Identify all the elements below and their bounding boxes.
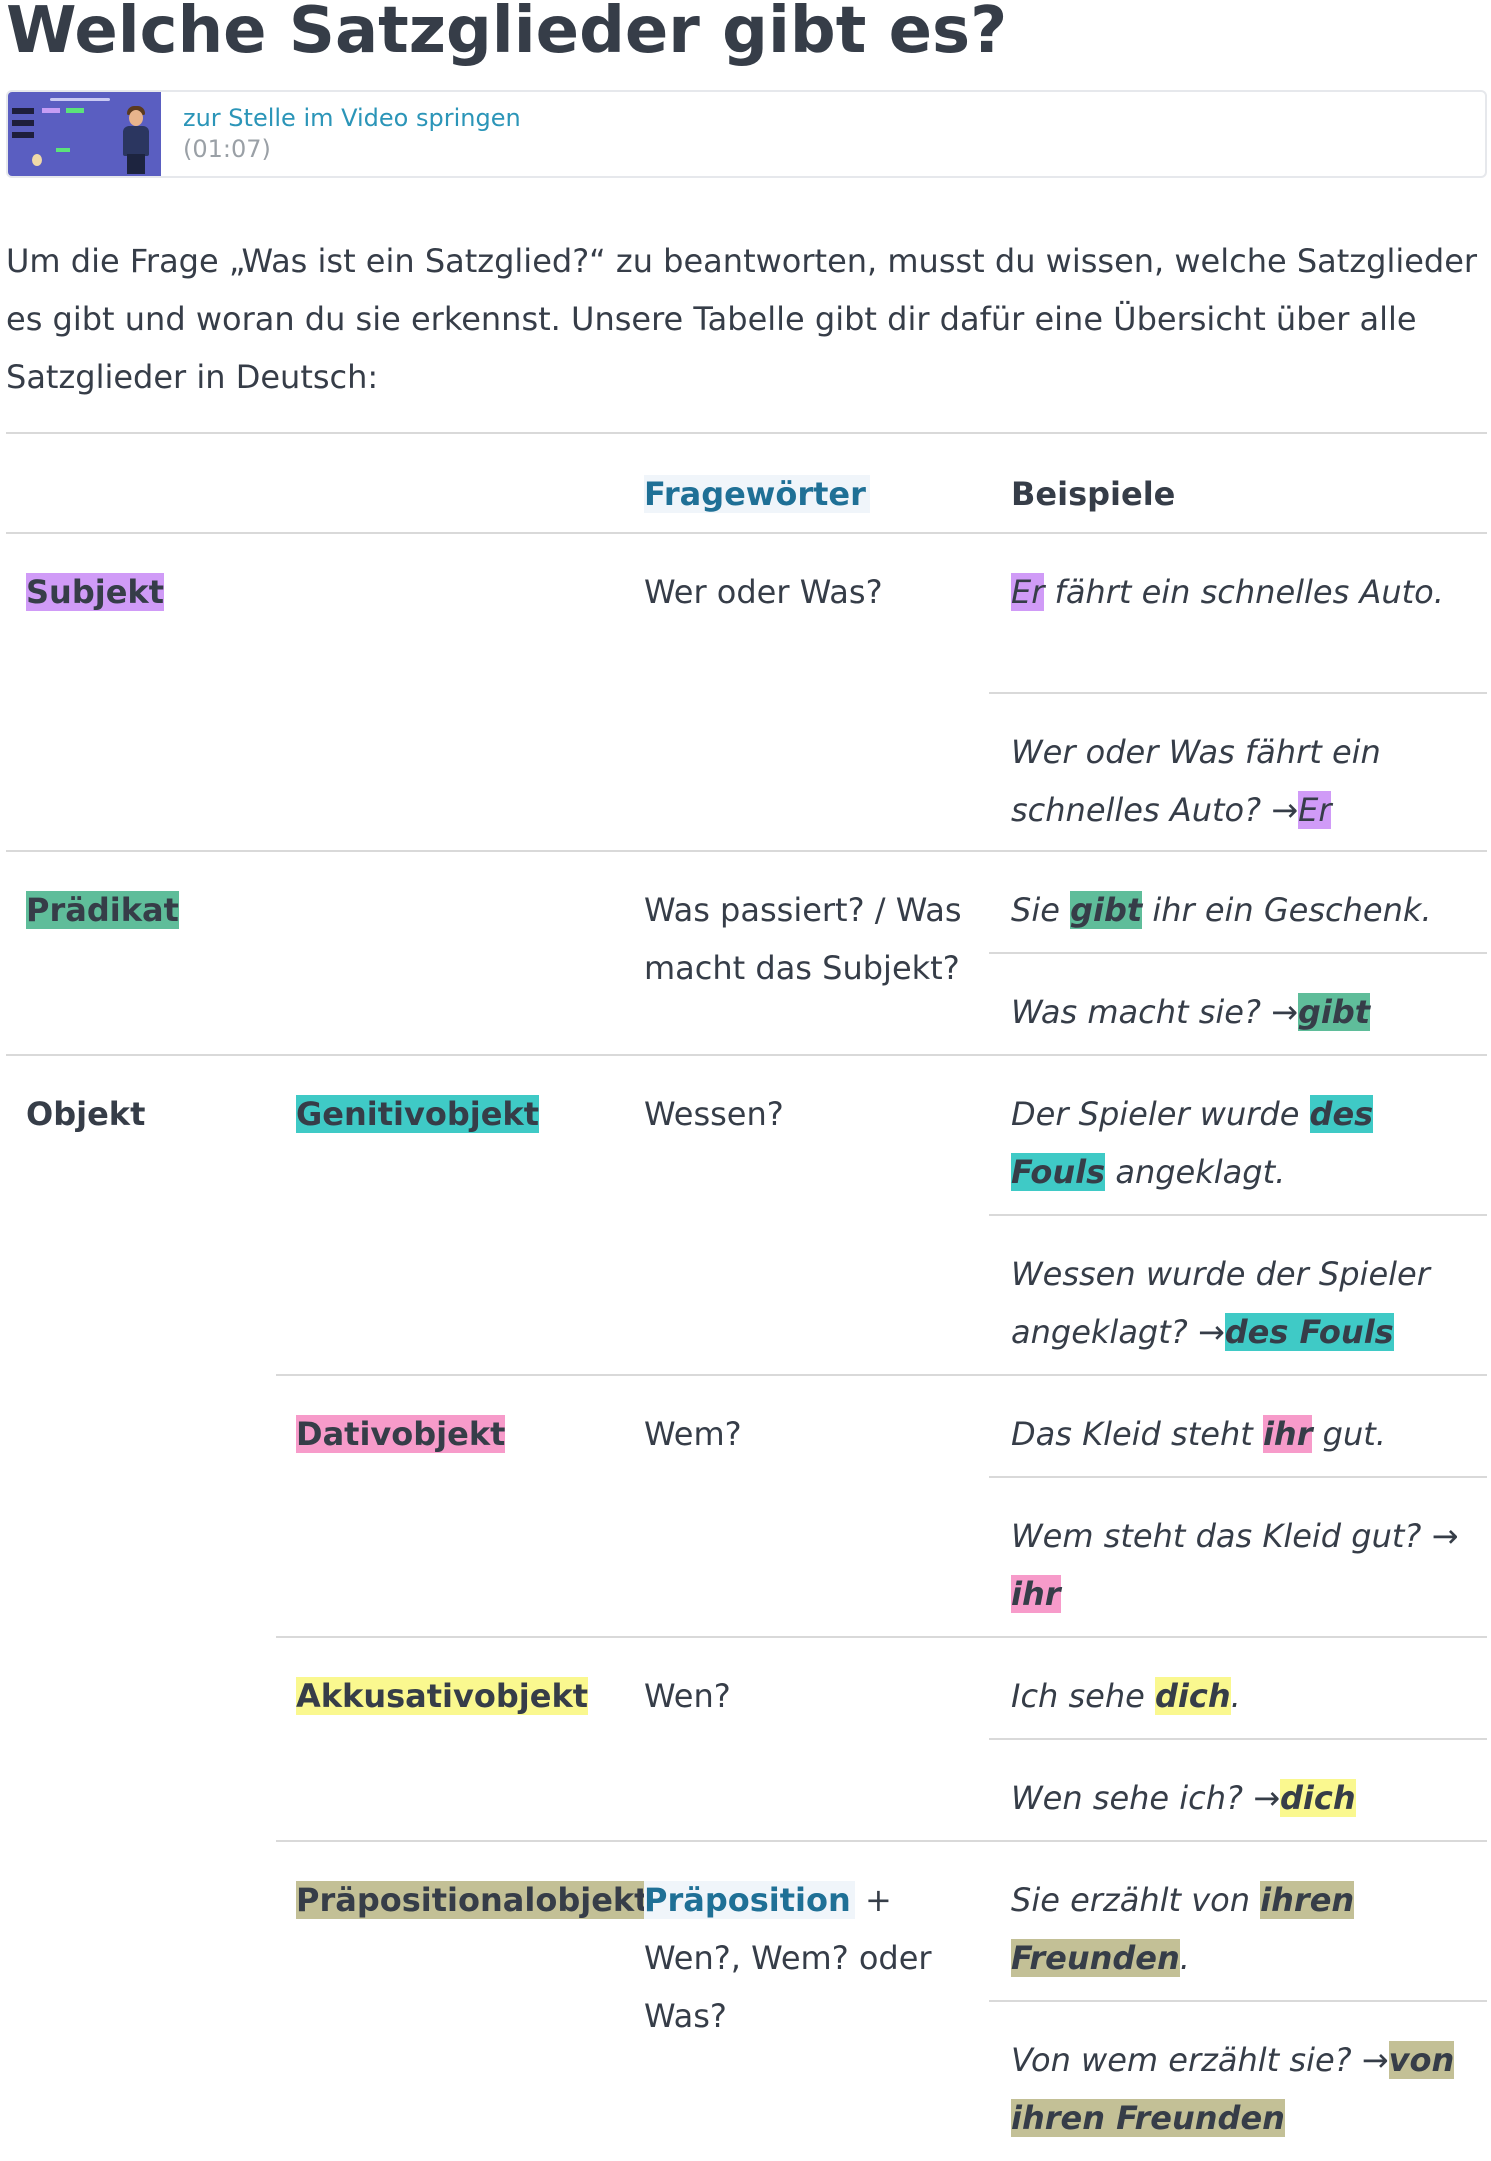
- example-text: Wer oder Was fährt ein schnelles Auto?: [1011, 733, 1381, 829]
- table-row: Objekt Genitivobjekt Wessen? Der Spieler…: [6, 1055, 1487, 1215]
- example-highlight: dich: [1154, 1677, 1231, 1715]
- page-heading: Welche Satzglieder gibt es?: [6, 0, 1008, 68]
- example-text: angeklagt.: [1105, 1153, 1286, 1191]
- example-text: Von wem erzählt sie?: [1011, 2041, 1362, 2079]
- header-empty: [6, 432, 622, 534]
- example-dativ-2: Wem steht das Kleid gut? → ihr: [989, 1476, 1487, 1637]
- header-fragewoerter: Fragewörter: [622, 432, 989, 534]
- example-text: .: [1230, 1677, 1241, 1715]
- example-text: ihr ein Geschenk.: [1142, 891, 1432, 929]
- table-row: Dativobjekt Wem? Das Kleid steht ihr gut…: [6, 1374, 1487, 1637]
- example-akkusativ-1: Ich sehe dich.: [989, 1636, 1487, 1739]
- subjekt-label: Subjekt: [26, 573, 164, 611]
- example-praeposition-2: Von wem erzählt sie? →von ihren Freunden: [989, 2000, 1487, 2161]
- example-text: Was macht sie?: [1011, 993, 1272, 1031]
- example-text: gut.: [1312, 1415, 1386, 1453]
- praepositionalobjekt-label: Präpositionalobjekt: [296, 1881, 650, 1919]
- example-subjekt-1: Er fährt ein schnelles Auto.: [989, 533, 1487, 693]
- example-praedikat-2: Was macht sie? →gibt: [989, 952, 1487, 1055]
- table-header-row: Fragewörter Beispiele: [6, 432, 1487, 534]
- example-text: Der Spieler wurde: [1011, 1095, 1310, 1133]
- question-text: + Wen?, Wem? oder Was?: [644, 1881, 932, 2035]
- example-highlight: gibt: [1070, 891, 1143, 929]
- example-genitiv-1: Der Spieler wurde des Fouls angeklagt.: [989, 1055, 1487, 1215]
- arrow-icon: →: [1253, 1779, 1281, 1817]
- praeposition-link[interactable]: Präposition: [644, 1881, 855, 1919]
- video-thumbnail-icon[interactable]: [8, 92, 161, 176]
- intro-paragraph: Um die Frage „Was ist ein Satzglied?“ zu…: [6, 242, 1478, 396]
- example-highlight: des Fouls: [1224, 1313, 1394, 1351]
- example-praedikat-1: Sie gibt ihr ein Geschenk.: [989, 851, 1487, 953]
- genitivobjekt-label: Genitivobjekt: [296, 1095, 539, 1133]
- arrow-icon: →: [1271, 993, 1298, 1031]
- akkusativobjekt-label: Akkusativobjekt: [296, 1677, 589, 1715]
- praedikat-label: Prädikat: [26, 891, 179, 929]
- label-cell: Dativobjekt: [276, 1374, 622, 1637]
- table-row: Wessen wurde der Spieler angeklagt? →des…: [6, 1214, 1487, 1375]
- satzglieder-table: Fragewörter Beispiele Subjekt Wer oder W…: [6, 432, 1487, 2161]
- example-highlight: gibt: [1297, 993, 1371, 1031]
- video-text: zur Stelle im Video springen (01:07): [183, 103, 521, 165]
- arrow-icon: →: [1271, 791, 1299, 829]
- example-text: Wen sehe ich?: [1011, 1779, 1254, 1817]
- example-text: Sie: [1011, 891, 1071, 929]
- example-highlight: dich: [1280, 1779, 1356, 1817]
- table-row: Subjekt Wer oder Was? Er fährt ein schne…: [6, 533, 1487, 693]
- label-cell: Akkusativobjekt: [276, 1636, 622, 1841]
- question-praeposition: Präposition + Wen?, Wem? oder Was?: [622, 1840, 989, 2161]
- objekt-label-cell: Objekt: [6, 1055, 276, 2161]
- example-dativ-1: Das Kleid steht ihr gut.: [989, 1374, 1487, 1477]
- example-praeposition-1: Sie erzählt von ihren Freunden.: [989, 1840, 1487, 2001]
- question-akkusativ: Wen?: [622, 1636, 989, 1841]
- example-text: Ich sehe: [1011, 1677, 1155, 1715]
- example-text: Wem steht das Kleid gut?: [1011, 1517, 1432, 1555]
- example-highlight: ihr: [1262, 1415, 1313, 1453]
- table-row: Präpositionalobjekt Präposition + Wen?, …: [6, 1840, 1487, 2161]
- table-row: Wem steht das Kleid gut? → ihr: [6, 1476, 1487, 1637]
- table-row: Wer oder Was fährt ein schnelles Auto? →…: [6, 692, 1487, 851]
- video-jump-link[interactable]: zur Stelle im Video springen: [183, 104, 521, 132]
- table-row: Prädikat Was passiert? / Was macht das S…: [6, 851, 1487, 987]
- example-genitiv-2: Wessen wurde der Spieler angeklagt? →des…: [989, 1214, 1487, 1375]
- video-timestamp: (01:07): [183, 135, 271, 163]
- label-cell: Subjekt: [6, 533, 622, 851]
- question-subjekt: Wer oder Was?: [644, 573, 883, 611]
- example-akkusativ-2: Wen sehe ich? →dich: [989, 1738, 1487, 1841]
- objekt-label: Objekt: [26, 1095, 146, 1133]
- question-dativ: Wem?: [622, 1374, 989, 1637]
- example-text: Das Kleid steht: [1011, 1415, 1263, 1453]
- example-highlight: Er: [1298, 791, 1332, 829]
- arrow-icon: →: [1197, 1313, 1225, 1351]
- label-cell: Prädikat: [6, 851, 622, 1055]
- table-row: Was macht sie? →gibt: [6, 952, 1487, 1055]
- label-cell: Präpositionalobjekt: [276, 1840, 650, 2161]
- video-jump-card[interactable]: zur Stelle im Video springen (01:07): [6, 90, 1487, 178]
- table-row: Akkusativobjekt Wen? Ich sehe dich.: [6, 1636, 1487, 1841]
- example-highlight: Er: [1011, 573, 1045, 611]
- question-praedikat: Was passiert? / Was macht das Subjekt?: [644, 891, 962, 987]
- example-text: Wessen wurde der Spieler angeklagt?: [1011, 1255, 1430, 1351]
- label-cell: Genitivobjekt: [276, 1055, 622, 1375]
- table-row: Wen sehe ich? →dich: [6, 1738, 1487, 1841]
- fragewoerter-link[interactable]: Fragewörter: [644, 475, 870, 513]
- example-text: .: [1179, 1939, 1190, 1977]
- example-subjekt-2: Wer oder Was fährt ein schnelles Auto? →…: [989, 692, 1487, 851]
- question-genitiv: Wessen?: [644, 1095, 784, 1133]
- arrow-icon: →: [1361, 2041, 1389, 2079]
- table-row: Von wem erzählt sie? →von ihren Freunden: [6, 2000, 1487, 2161]
- example-text: Sie erzählt von: [1011, 1881, 1261, 1919]
- arrow-icon: →: [1431, 1517, 1459, 1555]
- example-highlight: ihr: [1011, 1575, 1061, 1613]
- dativobjekt-label: Dativobjekt: [296, 1415, 506, 1453]
- example-text: fährt ein schnelles Auto.: [1044, 573, 1444, 611]
- header-beispiele: Beispiele: [989, 432, 1487, 534]
